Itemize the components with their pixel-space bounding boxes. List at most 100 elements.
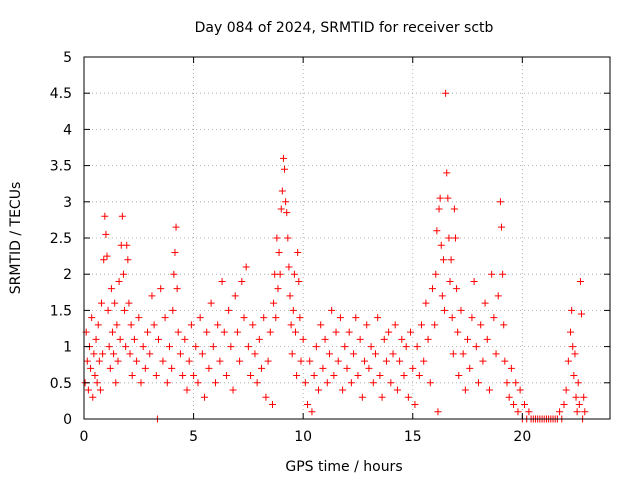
data-point [181, 335, 189, 343]
data-point [361, 357, 369, 365]
data-point [503, 379, 511, 387]
y-tick-label: 5 [63, 50, 72, 66]
data-point [310, 372, 318, 380]
data-point [201, 393, 209, 401]
data-point [483, 335, 491, 343]
data-point [580, 393, 588, 401]
data-point [391, 321, 399, 329]
data-point [443, 169, 451, 177]
data-point [505, 393, 513, 401]
data-point [398, 335, 406, 343]
data-point [354, 372, 362, 380]
data-point [371, 350, 379, 358]
data-point [420, 357, 428, 365]
data-point [83, 357, 91, 365]
data-point [431, 321, 439, 329]
data-point [301, 379, 309, 387]
data-point [229, 386, 237, 394]
data-point [276, 270, 284, 278]
y-tick-label: 1 [63, 340, 72, 356]
data-point [165, 343, 173, 351]
data-point [422, 299, 430, 307]
data-point [172, 223, 180, 231]
data-point [137, 379, 145, 387]
data-point [345, 328, 353, 336]
data-point [319, 364, 327, 372]
data-point [367, 343, 375, 351]
data-point [190, 372, 198, 380]
data-point [387, 379, 395, 387]
data-point [499, 270, 507, 278]
data-point [242, 263, 250, 271]
data-point [170, 270, 178, 278]
data-point [293, 372, 301, 380]
y-tick-label: 4 [63, 122, 72, 138]
data-point [525, 408, 533, 416]
plot-frame [83, 56, 611, 420]
data-point [288, 350, 296, 358]
data-point [100, 256, 108, 264]
data-point [90, 350, 98, 358]
data-point [341, 343, 349, 351]
data-point [385, 328, 393, 336]
data-point [187, 321, 195, 329]
data-point [512, 379, 520, 387]
data-point [96, 386, 104, 394]
data-point [105, 343, 113, 351]
data-point [378, 393, 386, 401]
data-point [278, 187, 286, 195]
y-tick-label: 2 [63, 267, 72, 283]
data-point [445, 234, 453, 242]
data-point [249, 321, 257, 329]
data-point [128, 372, 136, 380]
data-point [510, 401, 518, 409]
data-point [216, 357, 224, 365]
data-point [108, 328, 116, 336]
data-point [332, 328, 340, 336]
data-point [438, 292, 446, 300]
data-point [481, 299, 489, 307]
data-point [449, 350, 457, 358]
data-point [350, 350, 358, 358]
data-point [556, 408, 564, 416]
data-point [437, 241, 445, 249]
data-point [286, 292, 294, 300]
data-point [415, 372, 423, 380]
data-point [101, 212, 109, 220]
data-point [562, 386, 570, 394]
data-point [99, 350, 107, 358]
data-point [407, 328, 415, 336]
data-point [273, 234, 281, 242]
data-point [409, 364, 417, 372]
data-point [573, 408, 581, 416]
data-point [433, 227, 441, 235]
data-point [281, 165, 289, 173]
data-point [88, 314, 96, 322]
y-tick-label: 3 [63, 195, 72, 211]
data-point [475, 379, 482, 387]
data-point [432, 270, 440, 278]
data-point [315, 386, 323, 394]
data-point [93, 379, 101, 387]
data-point [418, 321, 426, 329]
data-point [130, 335, 138, 343]
data-point [330, 372, 338, 380]
data-point [272, 314, 280, 322]
data-point [479, 357, 487, 365]
data-point [317, 321, 325, 329]
data-point [212, 379, 219, 387]
data-point [424, 335, 432, 343]
data-point [157, 285, 165, 293]
data-point [122, 343, 130, 351]
data-point [279, 154, 287, 162]
data-point [578, 310, 586, 318]
data-point [284, 234, 292, 242]
data-point [451, 234, 459, 242]
data-point [570, 372, 578, 380]
data-point [299, 335, 307, 343]
data-point [282, 198, 290, 206]
data-point [247, 372, 255, 380]
y-tick-label: 2.5 [50, 231, 72, 247]
data-point [296, 314, 304, 322]
